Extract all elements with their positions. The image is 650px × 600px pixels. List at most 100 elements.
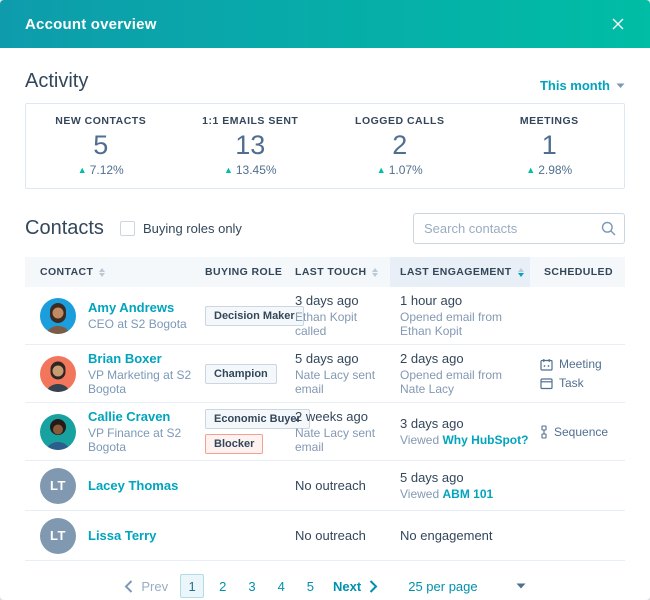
scheduled-meeting: Meeting [540,357,625,371]
prev-chevron-icon[interactable] [124,579,133,593]
buying-role-cell: Economic Buyer Blocker [195,409,310,454]
contacts-header: Contacts Buying roles only [25,213,625,244]
page-button-current[interactable]: 1 [180,574,205,598]
modal-content: Activity This month NEW CONTACTS 5 ▲ 7.12… [0,48,650,600]
contact-name-link[interactable]: Callie Craven [88,409,171,424]
stat-delta: ▲ 2.98% [526,163,573,178]
modal-title: Account overview [25,15,157,33]
stat-delta: ▲ 1.07% [376,163,423,178]
search-contacts [413,213,625,244]
next-button[interactable]: Next [333,578,362,594]
page-size-selector[interactable]: 25 per page [408,578,478,594]
contact-cell: Brian Boxer VP Marketing at S2 Bogota [25,351,195,396]
page-button[interactable]: 4 [277,578,285,594]
stat-value: 1 [541,129,557,160]
buying-roles-checkbox[interactable] [119,221,135,236]
contact-cell: Amy Andrews CEO at S2 Bogota [25,297,195,334]
contact-title: VP Marketing at S2 Bogota [88,368,192,396]
stat-meetings: MEETINGS 1 ▲ 2.98% [475,115,625,178]
avatar [40,413,76,450]
next-chevron-icon[interactable] [369,579,378,593]
avatar-initials: LT [40,517,76,554]
last-touch-cell: 5 days ago Nate Lacy sent email [295,351,376,396]
column-header-buying-role: BUYING ROLE [205,266,283,278]
stat-new-contacts: NEW CONTACTS 5 ▲ 7.12% [26,115,176,178]
sort-icon [99,267,106,277]
table-row: Brian Boxer VP Marketing at S2 Bogota Ch… [25,345,625,403]
period-selector-label: This month [539,78,610,93]
contact-name-link[interactable]: Brian Boxer [88,351,162,366]
buying-role-cell: Decision Maker [195,305,304,326]
scheduled-task: Task [540,376,625,390]
activity-stats-card: NEW CONTACTS 5 ▲ 7.12% 1:1 EMAILS SENT 13… [25,103,625,189]
prev-button[interactable]: Prev [141,578,169,594]
contacts-heading: Contacts [25,217,104,239]
table-row: Callie Craven VP Finance at S2 Bogota Ec… [25,403,625,461]
stat-label: 1:1 EMAILS SENT [202,114,299,127]
last-engagement-cell: 3 days ago Viewed Why HubSpot? [400,416,529,447]
last-engagement-cell: 5 days ago Viewed ABM 101 [400,470,494,501]
buying-role-badge: Economic Buyer [205,409,310,429]
page-button[interactable]: 2 [219,578,227,594]
person-photo-icon [47,361,69,392]
table-row: Amy Andrews CEO at S2 Bogota Decision Ma… [25,287,625,345]
content-link[interactable]: ABM 101 [442,487,494,501]
modal-header: Account overview [0,0,650,48]
trend-up-icon: ▲ [526,165,536,176]
activity-heading: Activity [25,70,89,92]
pagination: Prev 1 2 3 4 5 Next 25 per page [25,574,625,598]
last-engagement-cell: 1 hour ago Opened email from Ethan Kopit [400,293,503,338]
stat-logged-calls: LOGGED CALLS 2 ▲ 1.07% [325,115,475,178]
table-header-row: CONTACT BUYING ROLE LAST TOUCH LAST ENGA… [25,257,625,287]
last-engagement-cell: No engagement [400,528,493,543]
column-header-contact[interactable]: CONTACT [25,257,195,287]
stat-value: 13 [235,129,266,160]
stat-emails-sent: 1:1 EMAILS SENT 13 ▲ 13.45% [176,115,326,178]
close-icon [612,18,624,30]
search-input[interactable] [413,213,625,244]
table-row: LT Lacey Thomas No outreach 5 days ago V… [25,461,625,511]
page-size-caret-icon[interactable] [516,583,526,589]
trend-up-icon: ▲ [77,165,87,176]
person-photo-icon [47,302,69,334]
page-button[interactable]: 3 [248,578,256,594]
buying-role-cell: Champion [195,363,285,384]
last-touch-cell: No outreach [295,478,366,493]
column-header-last-touch[interactable]: LAST TOUCH [285,257,390,287]
stat-value: 5 [93,129,109,160]
period-selector[interactable]: This month [540,78,625,93]
contact-cell: Callie Craven VP Finance at S2 Bogota [25,409,195,454]
contact-name-link[interactable]: Amy Andrews [88,300,175,315]
column-header-last-engagement[interactable]: LAST ENGAGEMENT [390,257,530,287]
activity-header: Activity This month [25,70,625,93]
last-touch-cell: 3 days ago Ethan Kopit called [295,293,359,338]
scheduled-cell: Meeting Task [530,357,625,390]
scheduled-sequence: Sequence [540,425,625,439]
contact-name-link[interactable]: Lacey Thomas [88,478,179,493]
stat-label: LOGGED CALLS [355,114,445,127]
table-row: LT Lissa Terry No outreach No engagement [25,511,625,561]
stat-label: NEW CONTACTS [55,114,147,127]
trend-up-icon: ▲ [223,165,233,176]
meeting-calendar-icon [540,358,553,371]
blocker-badge: Blocker [205,434,264,454]
table-body: Amy Andrews CEO at S2 Bogota Decision Ma… [25,287,625,561]
task-icon [540,377,553,389]
stat-delta: ▲ 7.12% [77,163,124,178]
page-button[interactable]: 5 [306,578,315,594]
buying-role-badge: Decision Maker [205,305,304,326]
column-header-scheduled: SCHEDULED [544,266,613,278]
sort-icon [372,267,379,277]
avatar-initials: LT [40,467,76,504]
search-icon [601,221,616,236]
avatar [40,297,76,334]
last-engagement-cell: 2 days ago Opened email from Nate Lacy [400,351,503,396]
content-link[interactable]: Why HubSpot? [442,433,529,447]
close-button[interactable] [608,14,628,34]
contact-name-link[interactable]: Lissa Terry [88,528,157,543]
sort-desc-icon [517,267,524,277]
stat-value: 2 [392,129,408,160]
avatar [40,355,76,392]
contacts-table: CONTACT BUYING ROLE LAST TOUCH LAST ENGA… [25,257,625,561]
